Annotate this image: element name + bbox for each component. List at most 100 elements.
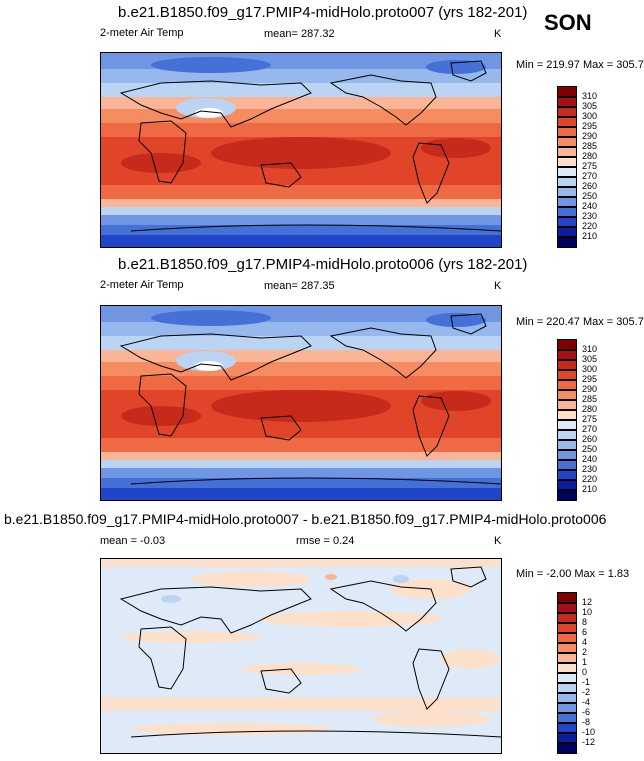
colorbar-2-swatch — [557, 430, 577, 440]
colorbar-2-swatch — [557, 470, 577, 480]
colorbar-3-label: -4 — [582, 697, 591, 707]
colorbar-1-label: 270 — [582, 171, 598, 181]
colorbar-1-swatch — [557, 227, 577, 237]
colorbar-2-label: 220 — [582, 474, 598, 484]
colorbar-2-swatch — [557, 490, 577, 501]
colorbar-3-swatch — [557, 653, 577, 663]
colorbar-1-label: 240 — [582, 201, 598, 211]
colorbar-1-label: 290 — [582, 131, 598, 141]
panel-1-minmax: Min = 219.97 Max = 305.74 — [516, 59, 644, 71]
colorbar-2-label: 275 — [582, 414, 598, 424]
colorbar-1-label: 250 — [582, 191, 598, 201]
panel-3-difference-field — [101, 559, 501, 753]
colorbar-3-label: 4 — [582, 637, 588, 647]
panel-2-temperature-field — [101, 306, 501, 500]
colorbar-3-label: 6 — [582, 627, 588, 637]
colorbar-1-label: 260 — [582, 181, 598, 191]
colorbar-1-swatch — [557, 107, 577, 117]
colorbar-2-label: 250 — [582, 444, 598, 454]
colorbar-2-swatch — [557, 350, 577, 360]
colorbar-1-swatch — [557, 217, 577, 227]
panel-3-unit: K — [494, 535, 502, 547]
panel-2-map — [100, 305, 502, 501]
colorbar-2-label: 230 — [582, 464, 598, 474]
colorbar-3-label: 1 — [582, 657, 588, 667]
panel-3-colorbar — [557, 592, 577, 754]
colorbar-3-swatch — [557, 623, 577, 633]
colorbar-1-label: 310 — [582, 91, 598, 101]
colorbar-1-swatch — [557, 147, 577, 157]
colorbar-2-label: 260 — [582, 434, 598, 444]
panel-1-temperature-field — [101, 53, 501, 247]
colorbar-2-swatch — [557, 460, 577, 470]
colorbar-3-swatch — [557, 713, 577, 723]
colorbar-1-swatch — [557, 237, 577, 248]
panel-2-mean: mean= 287.35 — [264, 280, 335, 292]
colorbar-3-swatch — [557, 613, 577, 623]
panel-3-rmse: rmse = 0.24 — [296, 535, 355, 547]
colorbar-2-swatch — [557, 400, 577, 410]
panel-1-variable: 2-meter Air Temp — [100, 27, 184, 39]
panel-2-variable: 2-meter Air Temp — [100, 279, 184, 291]
colorbar-2-swatch — [557, 360, 577, 370]
colorbar-2-label: 240 — [582, 454, 598, 464]
panel-1-mean: mean= 287.32 — [264, 28, 335, 40]
colorbar-1-label: 230 — [582, 211, 598, 221]
colorbar-2-label: 295 — [582, 374, 598, 384]
colorbar-3-swatch — [557, 663, 577, 673]
colorbar-2-label: 305 — [582, 354, 598, 364]
colorbar-2-label: 300 — [582, 364, 598, 374]
colorbar-3-swatch — [557, 633, 577, 643]
colorbar-2-swatch — [557, 339, 577, 350]
colorbar-3-swatch — [557, 603, 577, 613]
colorbar-3-label: 0 — [582, 667, 588, 677]
colorbar-3-label: -12 — [582, 737, 596, 747]
colorbar-3-swatch — [557, 643, 577, 653]
panel-2-colorbar — [557, 339, 577, 501]
colorbar-3-swatch — [557, 693, 577, 703]
colorbar-1-swatch — [557, 137, 577, 147]
colorbar-1-swatch — [557, 167, 577, 177]
colorbar-1-swatch — [557, 197, 577, 207]
colorbar-1-label: 285 — [582, 141, 598, 151]
colorbar-3-swatch — [557, 733, 577, 743]
colorbar-1-label: 295 — [582, 121, 598, 131]
colorbar-1-label: 275 — [582, 161, 598, 171]
colorbar-2-swatch — [557, 450, 577, 460]
colorbar-1-label: 300 — [582, 111, 598, 121]
colorbar-2-label: 280 — [582, 404, 598, 414]
colorbar-3-label: -1 — [582, 677, 591, 687]
colorbar-1-label: 220 — [582, 221, 598, 231]
colorbar-3-label: 2 — [582, 647, 588, 657]
colorbar-3-label: -6 — [582, 707, 591, 717]
colorbar-2-swatch — [557, 480, 577, 490]
colorbar-1-label: 305 — [582, 101, 598, 111]
colorbar-2-label: 290 — [582, 384, 598, 394]
colorbar-2-swatch — [557, 390, 577, 400]
colorbar-1-swatch — [557, 177, 577, 187]
colorbar-3-swatch — [557, 592, 577, 603]
colorbar-1-swatch — [557, 97, 577, 107]
panel-3-title: b.e21.B1850.f09_g17.PMIP4-midHolo.proto0… — [4, 511, 607, 527]
colorbar-2-label: 285 — [582, 394, 598, 404]
colorbar-3-swatch — [557, 683, 577, 693]
colorbar-2-label: 270 — [582, 424, 598, 434]
panel-2-title: b.e21.B1850.f09_g17.PMIP4-midHolo.proto0… — [118, 256, 528, 273]
panel-1-colorbar — [557, 86, 577, 248]
colorbar-1-swatch — [557, 187, 577, 197]
colorbar-1-swatch — [557, 86, 577, 97]
colorbar-1-swatch — [557, 207, 577, 217]
colorbar-1-label: 280 — [582, 151, 598, 161]
colorbar-2-label: 210 — [582, 484, 598, 494]
panel-3-minmax: Min = -2.00 Max = 1.83 — [516, 568, 630, 580]
colorbar-1-swatch — [557, 157, 577, 167]
colorbar-3-swatch — [557, 673, 577, 683]
colorbar-2-swatch — [557, 410, 577, 420]
season-label: SON — [544, 10, 592, 35]
colorbar-2-swatch — [557, 380, 577, 390]
colorbar-3-label: 8 — [582, 617, 588, 627]
colorbar-3-label: -10 — [582, 727, 596, 737]
colorbar-2-swatch — [557, 420, 577, 430]
panel-1-map — [100, 52, 502, 248]
colorbar-2-label: 310 — [582, 344, 598, 354]
